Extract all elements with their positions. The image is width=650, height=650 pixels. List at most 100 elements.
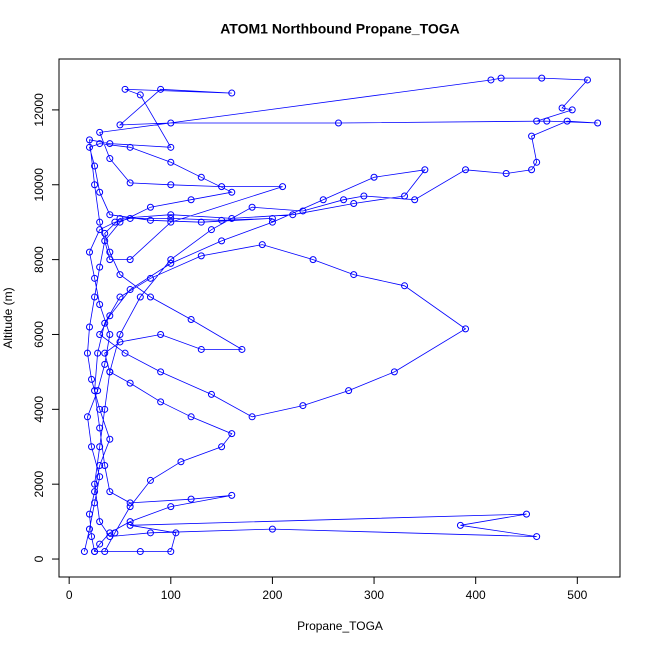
data-point — [228, 491, 236, 499]
data-point — [207, 226, 215, 234]
data-point — [187, 495, 195, 503]
data-point — [126, 499, 134, 507]
data-point — [345, 387, 353, 395]
data-point — [558, 104, 566, 112]
data-point — [411, 196, 419, 204]
data-point — [538, 74, 546, 82]
y-tick-label: 8000 — [32, 246, 46, 273]
data-point — [101, 237, 109, 245]
data-point — [88, 443, 96, 451]
data-point — [96, 128, 104, 136]
data-point — [533, 158, 541, 166]
data-point — [136, 91, 144, 99]
data-point — [116, 218, 124, 226]
data-point — [167, 158, 175, 166]
data-point — [126, 143, 134, 151]
data-point — [126, 286, 134, 294]
data-point — [146, 293, 154, 301]
data-point — [248, 203, 256, 211]
data-point — [85, 143, 93, 151]
data-point — [106, 488, 114, 496]
chart-title: ATOM1 Northbound Propane_TOGA — [220, 21, 460, 37]
data-point — [94, 387, 102, 395]
data-point — [218, 443, 226, 451]
data-point — [91, 181, 99, 189]
data-point — [126, 179, 134, 187]
data-point — [94, 349, 102, 357]
data-point — [197, 173, 205, 181]
data-point — [340, 196, 348, 204]
data-point — [101, 548, 109, 556]
data-point — [111, 529, 119, 537]
data-point — [228, 89, 236, 97]
data-point — [85, 323, 93, 331]
data-point — [401, 282, 409, 290]
data-point — [116, 293, 124, 301]
data-point — [167, 548, 175, 556]
data-point — [462, 325, 470, 333]
data-point — [126, 256, 134, 264]
data-point — [390, 368, 398, 376]
data-point — [299, 402, 307, 410]
data-point — [167, 181, 175, 189]
data-point — [146, 529, 154, 537]
x-tick-label: 0 — [66, 588, 73, 602]
data-point — [563, 117, 571, 125]
data-point — [96, 218, 104, 226]
data-point — [268, 525, 276, 533]
data-point — [88, 375, 96, 383]
data-point — [101, 229, 109, 237]
data-point — [289, 211, 297, 219]
y-tick-label: 10000 — [32, 168, 46, 202]
data-point — [101, 349, 109, 357]
data-point — [83, 349, 91, 357]
data-point — [111, 218, 119, 226]
data-point — [401, 192, 409, 200]
data-point — [258, 241, 266, 249]
data-point — [279, 183, 287, 191]
data-point — [197, 345, 205, 353]
data-point — [157, 398, 165, 406]
data-point — [167, 211, 175, 219]
data-point — [96, 540, 104, 548]
data-point — [106, 211, 114, 219]
data-point — [96, 443, 104, 451]
data-point — [83, 413, 91, 421]
data-point — [96, 424, 104, 432]
data-point — [370, 173, 378, 181]
data-point — [167, 214, 175, 222]
data-point — [497, 74, 505, 82]
data-point — [146, 216, 154, 224]
data-point — [187, 196, 195, 204]
data-point — [456, 521, 464, 529]
data-point — [91, 488, 99, 496]
data-point — [523, 510, 530, 518]
data-point — [96, 226, 104, 234]
data-point — [228, 214, 236, 222]
data-point — [299, 207, 307, 215]
data-point — [528, 132, 536, 140]
data-point — [116, 121, 124, 129]
data-point — [126, 503, 134, 511]
data-point — [543, 117, 551, 125]
data-point — [88, 533, 96, 541]
data-point — [594, 119, 602, 127]
data-point — [106, 330, 114, 338]
data-point — [91, 162, 99, 170]
data-point — [146, 476, 154, 484]
data-point — [268, 214, 276, 222]
data-point — [583, 76, 591, 84]
x-tick-label: 500 — [567, 588, 587, 602]
data-point — [85, 510, 93, 518]
data-point — [228, 430, 236, 438]
data-point — [167, 143, 175, 151]
y-tick-label: 0 — [32, 555, 46, 562]
x-tick-label: 200 — [262, 588, 282, 602]
data-point — [126, 521, 134, 529]
data-point — [268, 218, 276, 226]
data-point — [167, 503, 175, 511]
data-point — [106, 155, 114, 163]
data-point — [487, 76, 495, 84]
data-point — [85, 136, 93, 144]
